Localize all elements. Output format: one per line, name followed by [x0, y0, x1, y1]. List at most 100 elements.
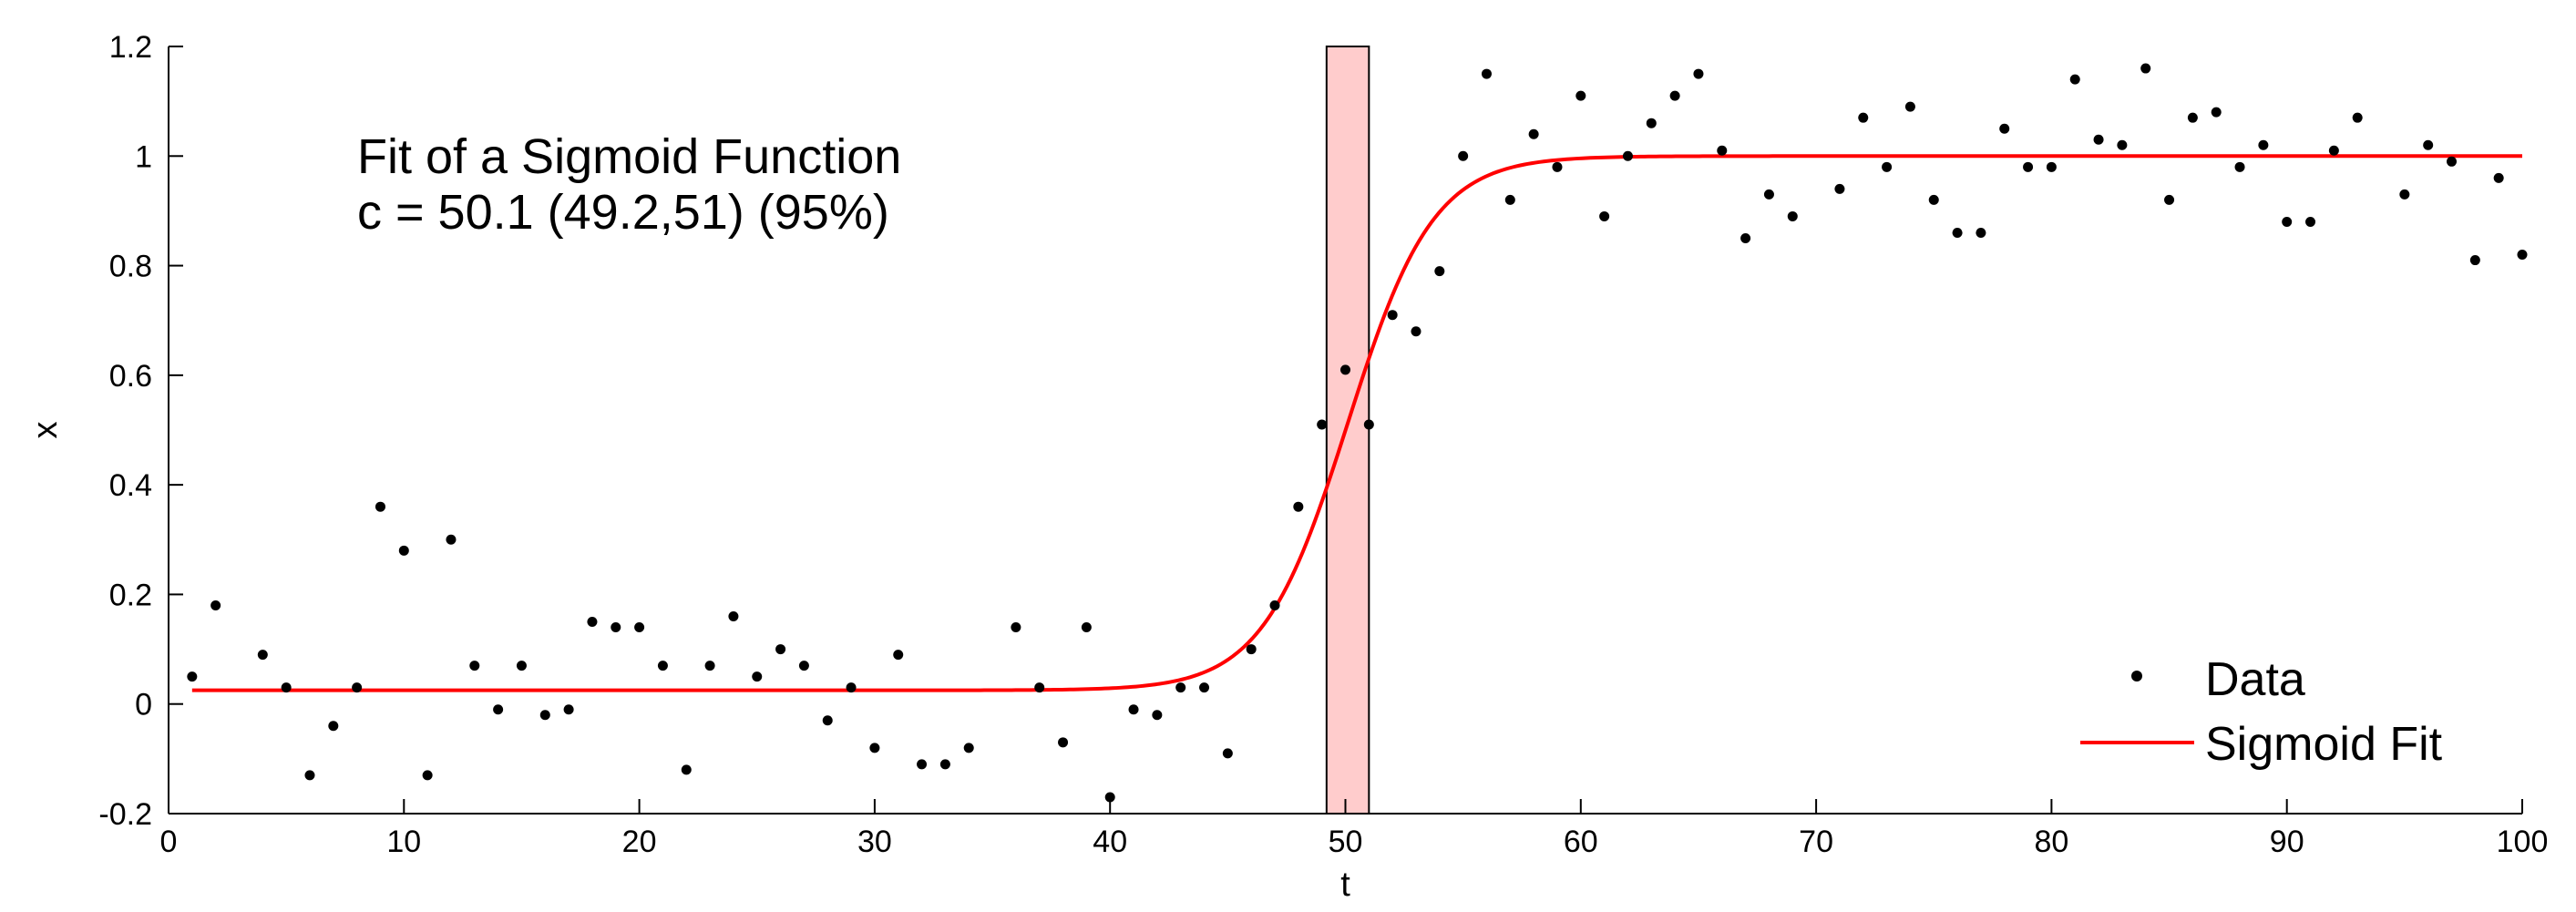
x-tick-label: 30	[857, 825, 892, 859]
y-tick-label: 1	[135, 139, 152, 174]
y-tick-label: 0.4	[109, 468, 152, 503]
data-point	[1058, 737, 1069, 748]
sigmoid-fit-line	[191, 154, 2522, 692]
data-point	[1128, 704, 1139, 715]
annotation-line-2: c = 50.1 (49.2,51) (95%)	[357, 185, 889, 240]
y-tick-label: -0.2	[98, 797, 152, 832]
data-point	[963, 743, 974, 753]
data-point	[798, 661, 809, 671]
data-point	[869, 743, 880, 753]
data-point	[1081, 622, 1092, 633]
data-point	[1599, 210, 1610, 221]
data-point	[1787, 210, 1798, 221]
x-tick-label: 40	[1093, 825, 1127, 859]
data-point	[539, 710, 550, 721]
x-tick-label: 70	[1799, 825, 1833, 859]
legend-data-label: Data	[2205, 653, 2305, 706]
x-tick-label: 90	[2270, 825, 2304, 859]
data-point	[1928, 194, 1939, 205]
data-point	[775, 644, 786, 655]
data-point	[2447, 156, 2458, 167]
data-point	[917, 759, 928, 770]
data-point	[657, 661, 668, 671]
legend-data-marker	[2131, 671, 2142, 681]
data-point	[611, 622, 621, 633]
data-point	[2023, 161, 2034, 172]
legend: Data Sigmoid Fit	[2080, 653, 2443, 771]
data-point	[2328, 145, 2339, 156]
data-point	[1434, 266, 1445, 277]
data-point	[2493, 172, 2504, 183]
data-point	[2305, 216, 2316, 227]
data-point	[1904, 101, 1915, 112]
data-point	[2469, 255, 2480, 266]
data-point	[1222, 748, 1233, 759]
data-point	[1458, 150, 1469, 161]
data-point	[563, 704, 574, 715]
data-point	[1481, 68, 1492, 79]
data-point	[1693, 68, 1704, 79]
data-point	[704, 661, 715, 671]
data-point	[2093, 134, 2104, 145]
x-tick-label: 60	[1564, 825, 1598, 859]
data-point	[1622, 150, 1633, 161]
data-point	[1952, 227, 1963, 238]
data-point	[187, 671, 198, 682]
data-point	[2517, 250, 2528, 261]
annotation-line-1: Fit of a Sigmoid Function	[357, 129, 901, 184]
data-point	[2117, 139, 2128, 150]
data-point	[2282, 216, 2293, 227]
x-tick-label: 10	[386, 825, 421, 859]
data-point	[1199, 682, 1210, 693]
legend-fit-label: Sigmoid Fit	[2205, 718, 2443, 771]
data-point	[210, 599, 221, 610]
data-point	[1011, 622, 1021, 633]
data-point	[398, 545, 409, 556]
data-point	[893, 650, 904, 661]
data-point	[1246, 644, 1257, 655]
data-point	[846, 682, 857, 693]
data-point	[2352, 112, 2363, 123]
data-point	[728, 610, 739, 621]
y-tick-label: 1.2	[109, 30, 152, 65]
data-point	[1646, 118, 1657, 128]
x-tick-label: 50	[1329, 825, 1363, 859]
data-point	[375, 501, 385, 512]
data-point	[822, 715, 833, 726]
data-point	[2069, 74, 2080, 85]
data-point	[1999, 123, 2010, 134]
data-point	[2234, 161, 2245, 172]
data-point	[587, 617, 598, 627]
data-point	[1834, 183, 1845, 194]
data-point	[446, 534, 457, 545]
data-point	[1175, 682, 1186, 693]
x-tick-label: 0	[160, 825, 178, 859]
data-point	[257, 650, 268, 661]
x-tick-label: 20	[622, 825, 657, 859]
data-point	[493, 704, 504, 715]
confidence-interval-band	[1325, 46, 1370, 815]
data-point	[1976, 227, 1986, 238]
data-point	[2258, 139, 2269, 150]
data-point	[2046, 161, 2057, 172]
data-point	[2399, 189, 2410, 200]
x-axis-label: t	[1340, 866, 1350, 904]
data-point	[1763, 189, 1774, 200]
y-axis-ticks: -0.2 0 0.2 0.4 0.6 0.8 1 1.2	[98, 30, 183, 832]
data-point	[1152, 710, 1163, 721]
data-point	[469, 661, 480, 671]
data-point	[1387, 310, 1398, 321]
data-point	[1882, 161, 1893, 172]
data-point	[1504, 194, 1515, 205]
data-point	[281, 682, 292, 693]
y-tick-label: 0	[135, 688, 152, 722]
data-point	[2187, 112, 2198, 123]
axes: 0 10 20 30 40 50 60 70 80 90 100 -0.200.20.40.60.8…	[98, 30, 2548, 859]
data-point	[2211, 107, 2222, 118]
data-point	[516, 661, 527, 671]
data-point	[1528, 128, 1539, 139]
data-point	[1717, 145, 1728, 156]
x-tick-label: 100	[2497, 825, 2549, 859]
data-point	[1269, 599, 1280, 610]
y-axis-label: x	[26, 422, 65, 439]
